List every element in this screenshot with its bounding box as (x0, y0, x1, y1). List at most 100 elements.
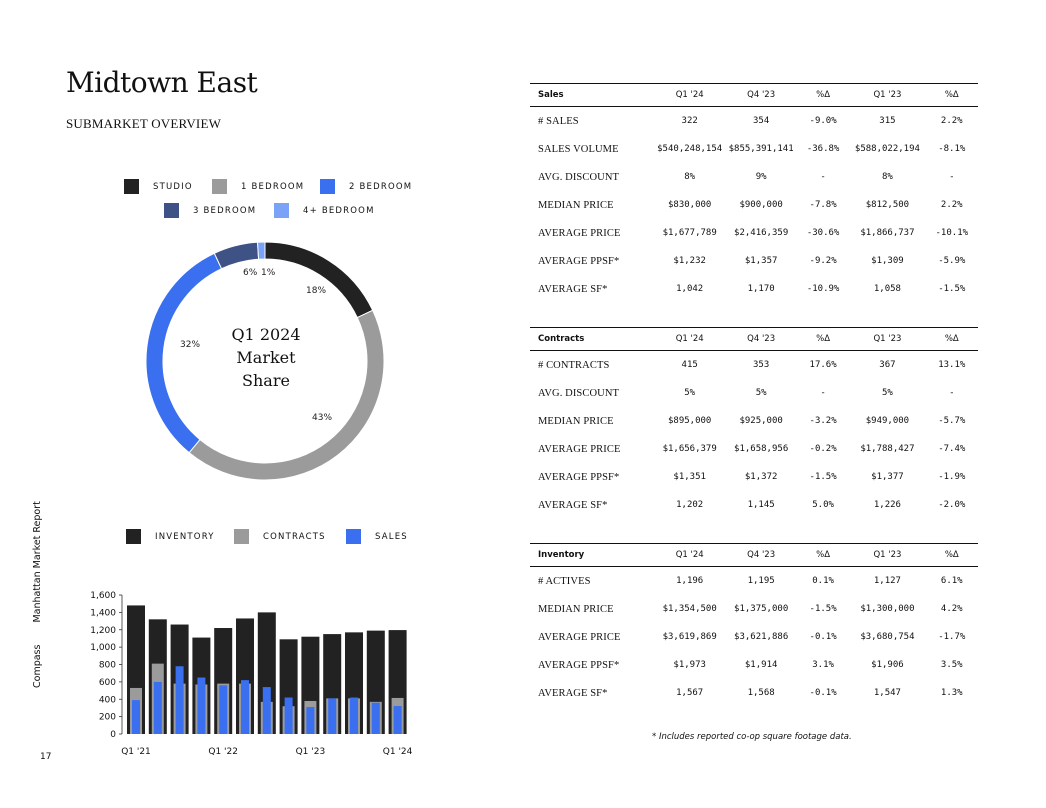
table-row: AVERAGE SF* 1,567 1,568 -0.1% 1,547 1.3% (530, 679, 978, 707)
legend-label: SALES (375, 531, 408, 542)
y-tick-label: 800 (99, 661, 116, 671)
row-label: MEDIAN PRICE (538, 415, 614, 427)
row-label: SALES VOLUME (538, 143, 619, 155)
row-label: AVERAGE PPSF* (538, 659, 620, 671)
table-cell: -0.2% (809, 444, 837, 454)
table-cell: $1,973 (673, 660, 706, 670)
y-tick-label: 400 (99, 695, 116, 705)
row-label: MEDIAN PRICE (538, 199, 614, 211)
table-cell: $2,416,359 (734, 228, 789, 238)
table-cell: $900,000 (739, 200, 783, 210)
table-cell: $895,000 (667, 416, 712, 426)
legend-item-contracts: CONTRACTS (234, 529, 326, 544)
table-cell: - (949, 388, 955, 398)
table-cell: -8.1% (938, 144, 966, 154)
table-cell: $855,391,141 (728, 144, 794, 154)
legend-swatch-studio (124, 179, 139, 194)
table-cell: 2.2% (940, 116, 963, 126)
row-label: MEDIAN PRICE (538, 603, 614, 615)
side-report: Manhattan Market Report (32, 501, 43, 623)
legend-swatch-1-bedroom (212, 179, 227, 194)
page-subtitle: SUBMARKET OVERVIEW (66, 116, 222, 131)
table-cell: -2.0% (938, 500, 966, 510)
column-header: Q4 '23 (725, 327, 797, 351)
table-cell: -36.8% (806, 144, 840, 154)
y-tick-label: 1,600 (90, 591, 116, 601)
legend-item-3-bedroom: 3 BEDROOM (164, 203, 256, 218)
table-cell: $1,658,956 (734, 444, 789, 454)
bar-sales (175, 666, 184, 734)
donut-slice-studio (264, 241, 374, 319)
bar-sales (328, 698, 337, 734)
bar-sales (132, 700, 140, 734)
table-cell: $3,680,754 (860, 632, 915, 642)
donut-slice-2-bedroom (145, 252, 223, 454)
row-label: AVG. DISCOUNT (538, 171, 620, 183)
table-cell: $1,357 (744, 256, 778, 266)
bar-sales (284, 697, 293, 734)
table-cell: 3.1% (812, 660, 834, 670)
table-cell: 8% (882, 172, 893, 182)
table-header-row: Sales Q1 '24 Q4 '23 %Δ Q1 '23 %Δ (530, 83, 978, 107)
sales-table: Sales Q1 '24 Q4 '23 %Δ Q1 '23 %Δ # SALES 322 354… (530, 83, 978, 303)
table-cell: 5% (755, 388, 767, 398)
table-cell: $1,866,737 (860, 228, 915, 238)
row-label: # CONTRACTS (538, 359, 610, 371)
column-header: Q4 '23 (725, 543, 797, 567)
footnote: * Includes reported co-op square footage… (652, 732, 852, 742)
table-cell: 1,042 (676, 284, 704, 294)
table-row: AVERAGE PPSF* $1,973 $1,914 3.1% $1,906 3.5% (530, 651, 978, 679)
bar-sales (350, 697, 358, 734)
y-tick-label: 600 (99, 678, 116, 688)
table-row: SALES VOLUME $540,248,154 $855,391,141 -36.… (530, 135, 978, 163)
legend-label: 3 BEDROOM (193, 205, 257, 216)
y-tick-label: 200 (99, 713, 116, 723)
table-cell: 1,226 (873, 500, 901, 510)
table-cell: 367 (879, 360, 896, 370)
table-row: AVG. DISCOUNT 8% 9% - 8% - (530, 163, 978, 191)
table-cell: - (949, 172, 955, 182)
page-number: 17 (40, 752, 52, 762)
table-cell: 1,145 (747, 500, 775, 510)
table-cell: $1,375,000 (734, 604, 789, 614)
row-label: AVERAGE PRICE (538, 227, 621, 239)
column-header: Q1 '23 (849, 83, 926, 107)
table-cell: - (820, 388, 826, 398)
column-header: %Δ (796, 83, 850, 107)
legend-swatch-contracts (234, 529, 249, 544)
row-label: AVERAGE PPSF* (538, 471, 620, 483)
table-cell: -9.2% (809, 256, 837, 266)
table-row: AVERAGE PRICE $1,677,789 $2,416,359 -30.6% $… (530, 219, 978, 247)
bar-sales (241, 680, 249, 734)
donut-center-line: Q1 2024 (231, 325, 301, 344)
legend-label: STUDIO (153, 181, 193, 192)
table-cell: 5% (684, 388, 696, 398)
column-header: Q1 '23 (849, 327, 926, 351)
bar-sales (306, 707, 315, 734)
y-tick-label: 1,200 (90, 626, 116, 636)
legend-label: 2 BEDROOM (349, 181, 413, 192)
table-cell: 1,058 (873, 284, 901, 294)
table-cell: $1,309 (871, 256, 904, 266)
inventory-contracts-sales-bar-chart: 0 200 400 600 800 1,000 1,200 1,400 1,600 Q1 '21 Q… (90, 591, 412, 757)
table-cell: 1.3% (940, 688, 963, 698)
table-cell: 1,547 (873, 688, 901, 698)
table-cell: $1,914 (744, 660, 778, 670)
x-tick-label: Q1 '21 (121, 747, 151, 757)
column-header: %Δ (925, 83, 978, 107)
row-label: AVERAGE PRICE (538, 443, 621, 455)
table-cell: 322 (681, 116, 698, 126)
bar-sales (153, 681, 162, 734)
table-cell: -1.5% (809, 604, 837, 614)
table-cell: -10.1% (935, 228, 969, 238)
table-cell: -1.9% (938, 472, 966, 482)
table-cell: 5.0% (812, 500, 834, 510)
column-header: %Δ (925, 327, 978, 351)
table-cell: 415 (681, 360, 698, 370)
table-cell: $3,621,886 (734, 632, 789, 642)
table-cell: $1,906 (871, 660, 904, 670)
legend-swatch-inventory (126, 529, 141, 544)
table-cell: $1,300,000 (860, 604, 915, 614)
legend-swatch-3-bedroom (164, 203, 179, 218)
table-cell: $949,000 (865, 416, 910, 426)
